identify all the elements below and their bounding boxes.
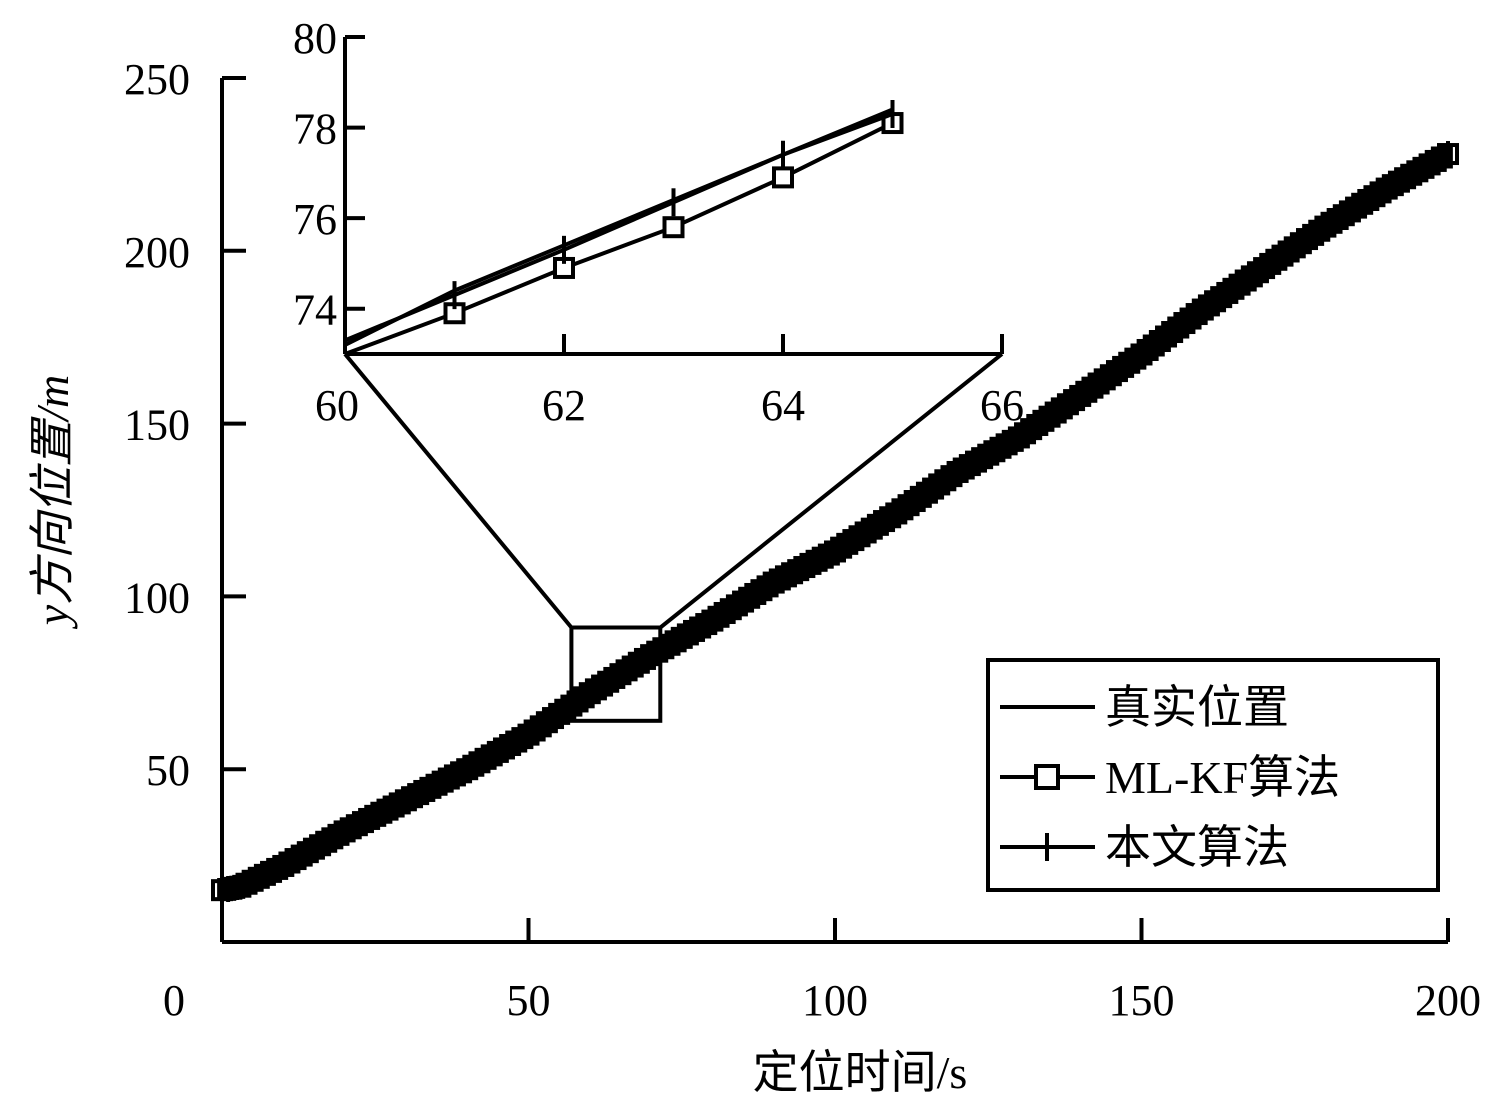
inset-y-tick-label: 76 [293,195,337,244]
x-axis-title: 定位时间/s [753,1047,968,1098]
inset-x-tick-label: 60 [315,381,359,430]
x-tick-label: 50 [507,976,551,1025]
legend: 真实位置 ML-KF算法 本文算法 [986,658,1440,892]
y-tick-label: 250 [124,55,190,104]
y-tick-label: 50 [146,746,190,795]
x-tick-label: 100 [802,976,868,1025]
x-tick-label: 150 [1109,976,1175,1025]
inset-y-tick-label: 78 [293,105,337,154]
main-ticks [222,76,1450,942]
inset-tick-labels: 60 62 64 66 74 76 78 80 [293,14,1024,430]
inset-x-tick-label: 62 [542,381,586,430]
inset-x-tick-label: 64 [761,381,805,430]
inset-y-tick-label: 80 [293,14,337,63]
y-tick-label: 200 [124,228,190,277]
legend-marker-square [1034,764,1060,790]
inset-square-marker [662,216,685,239]
inset-y-tick-label: 74 [293,286,337,335]
inset-series [344,99,904,356]
zoom-guide-left [343,352,573,629]
zoom-box [569,625,663,723]
x-tick-label: 0 [163,976,185,1025]
inset-line-mlkf [344,121,894,356]
y-tick-label: 100 [124,573,190,622]
main-tick-labels: 0 50 100 150 200 50 100 150 200 250 [124,55,1481,1025]
zoom-guides [343,352,1004,723]
inset-x-tick-label: 66 [980,381,1024,430]
x-tick-label: 200 [1415,976,1481,1025]
inset-square-marker [772,166,794,189]
y-axis-title: y方向位置/m [27,375,78,629]
y-tick-label: 150 [124,401,190,450]
legend-label-ours: 本文算法 [1105,822,1289,873]
inset-line-ours [344,112,894,343]
zoom-guide-right [659,352,1004,630]
legend-label-true: 真实位置 [1105,682,1289,733]
legend-label-mlkf: ML-KF算法 [1105,752,1340,803]
